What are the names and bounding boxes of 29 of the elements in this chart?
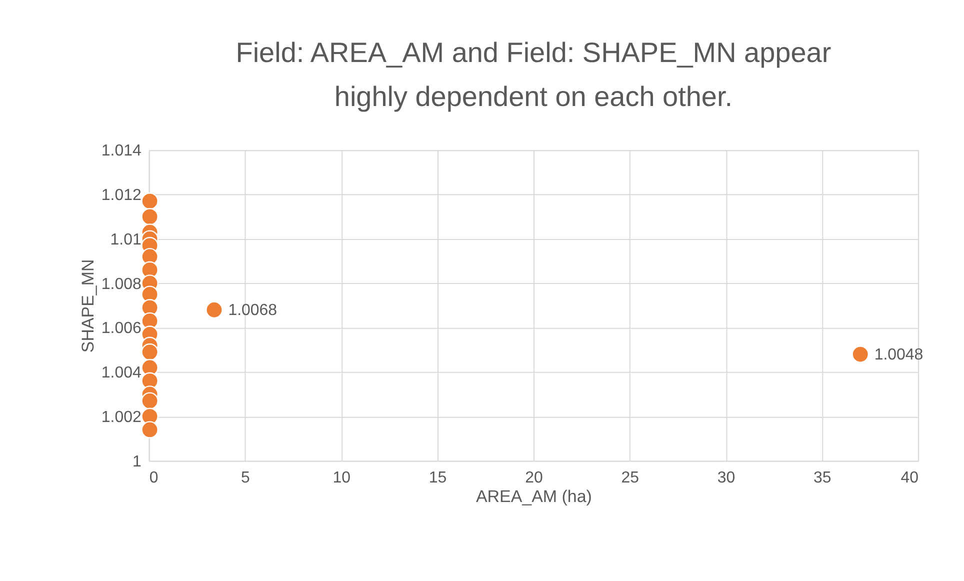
y-tick-label: 1.012 [101,186,142,204]
y-tick-label: 1.008 [101,276,142,293]
y-tick-label: 1 [132,453,142,470]
x-tick-label: 30 [717,469,736,486]
point [141,192,158,210]
point [852,346,870,363]
point [206,301,223,319]
y-tick-label: 1.004 [101,364,142,382]
chart-title: Field: AREA_AM and Field: SHAPE_MN appear highly dependent on each other. [236,37,832,112]
point [141,208,158,226]
x-tick-label: 5 [241,469,250,486]
x-tick-label: 25 [621,469,640,486]
x-axis-title: AREA_AM (ha) [476,487,592,506]
y-tick-label: 1.006 [101,320,142,338]
y-tick-label: 1.014 [101,142,142,160]
point [141,392,158,410]
x-tick-label: 10 [332,469,351,486]
x-tick-label: 15 [428,469,447,486]
data-label: 1.0068 [228,302,278,319]
x-tick-label: 20 [525,469,543,486]
x-tick-label: 35 [814,469,832,486]
x-tick-label: 0 [149,469,158,486]
point [141,343,158,361]
data-label: 1.0048 [874,346,924,364]
point [141,421,158,438]
x-tick-label: 40 [900,469,919,486]
y-tick-label: 1.01 [110,231,142,248]
y-tick-label: 1.002 [101,408,142,426]
y-axis-title: SHAPE_MN [78,259,98,353]
